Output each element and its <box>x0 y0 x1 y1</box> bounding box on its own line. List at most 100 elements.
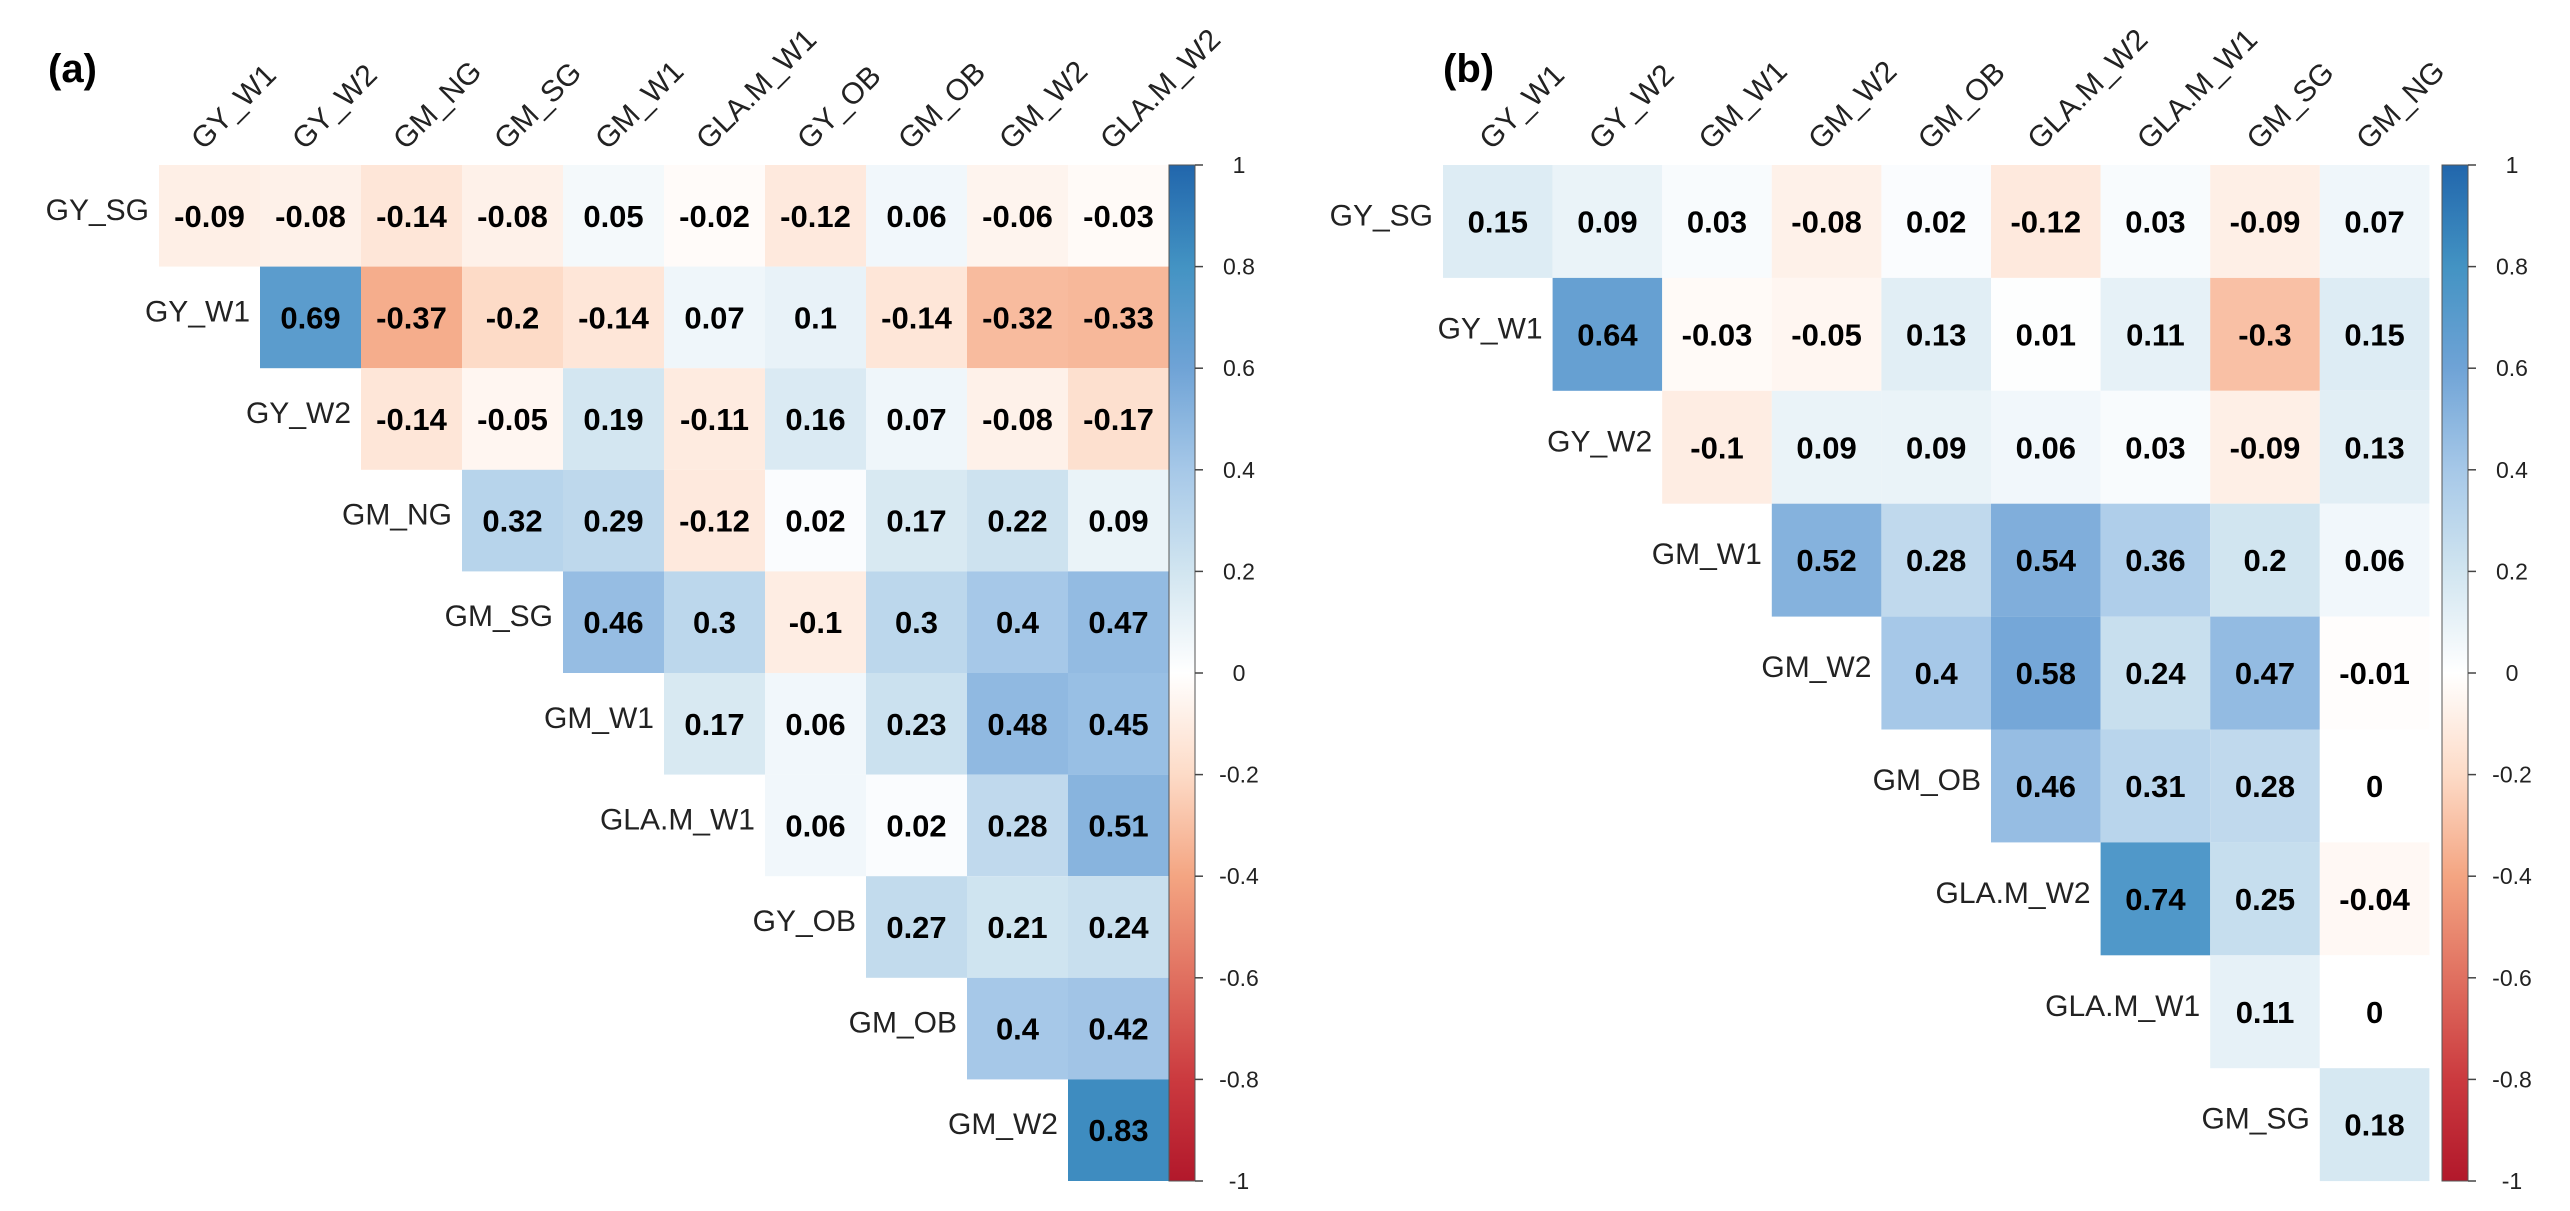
panel-b-column-labels: GY_W1 GY_W2 GM_W1 GM_W2 GM_OB GLA.M_W2GLA.M_W… <box>1473 23 2451 156</box>
cell-value-label: 0.19 <box>583 402 643 437</box>
colorbar-tick-label: -1 <box>2502 1168 2522 1194</box>
cell-value-label: -0.33 <box>1083 300 1154 335</box>
heatmap-cell <box>1068 977 1169 1080</box>
cell-value-label: 0.28 <box>2235 769 2295 804</box>
row-label: GM_SG <box>2201 1103 2309 1136</box>
heatmap-cell <box>2319 1068 2430 1182</box>
heatmap-cell <box>1881 390 1991 504</box>
heatmap-cell <box>1068 876 1169 978</box>
cell-value-label: 0.47 <box>1088 605 1148 640</box>
heatmap-cell <box>1552 165 1663 278</box>
cell-value-label: 0.3 <box>895 605 938 640</box>
cell-value-label: 0.48 <box>987 707 1047 742</box>
heatmap-cell <box>866 673 967 775</box>
heatmap-cell <box>967 368 1068 470</box>
cell-value-label: 0.11 <box>2236 995 2295 1030</box>
cell-value-label: -0.09 <box>2230 430 2301 465</box>
column-label: GY_W1 <box>185 58 283 156</box>
row-label: GM_W1 <box>544 702 654 735</box>
cell-value-label: 0.15 <box>2344 317 2404 352</box>
colorbar-tick-label: -0.6 <box>2492 965 2532 991</box>
cell-value-label: 0.05 <box>583 199 643 234</box>
heatmap-cell <box>1068 1079 1169 1181</box>
row-label: GM_W2 <box>1761 651 1871 684</box>
colorbar-tick-label: 0.4 <box>1223 457 1255 483</box>
cell-value-label: -0.12 <box>2010 204 2081 239</box>
cell-value-label: -0.09 <box>174 199 245 234</box>
cell-value-label: 0.09 <box>1088 504 1148 539</box>
heatmap-cell <box>563 165 664 267</box>
cell-value-label: 0.25 <box>2235 882 2295 917</box>
column-label: GM_OB <box>1912 56 2012 156</box>
cell-value-label: 0.13 <box>2344 430 2404 465</box>
heatmap-cell <box>1771 165 1882 278</box>
cell-value-label: 0.29 <box>583 504 643 539</box>
cell-value-label: -0.17 <box>1083 402 1154 437</box>
colorbar-tick-label: -0.8 <box>2492 1066 2532 1092</box>
heatmap-cell <box>1991 729 2101 843</box>
cell-value-label: 0.64 <box>1577 317 1638 352</box>
column-label: GM_W1 <box>589 55 690 156</box>
column-label: GY_OB <box>791 60 887 156</box>
colorbar-tick-label: -0.8 <box>1219 1066 1259 1092</box>
colorbar-tick-label: 0 <box>1233 660 1246 686</box>
heatmap-cell <box>361 165 462 267</box>
column-label: GM_NG <box>387 55 488 156</box>
cell-value-label: 0.42 <box>1088 1012 1148 1047</box>
heatmap-cell <box>1881 165 1991 278</box>
cell-value-label: 0.28 <box>1906 543 1966 578</box>
heatmap-cell <box>2210 277 2320 391</box>
heatmap-cell <box>967 266 1068 369</box>
panel-a-cells: -0.09 -0.08 -0.14 -0.08 0.05 -0.02 -0.12 0.06 -0… <box>159 165 1169 1181</box>
cell-value-label: -0.2 <box>486 300 539 335</box>
heatmap-cell <box>2319 277 2430 391</box>
heatmap-cell <box>765 469 866 572</box>
row-label: GM_W2 <box>948 1108 1058 1141</box>
colorbar-tick-label: 0.2 <box>2496 558 2528 584</box>
heatmap-cell <box>664 266 765 369</box>
cell-value-label: 0.23 <box>886 707 946 742</box>
cell-value-label: 0.1 <box>794 300 837 335</box>
heatmap-cell <box>563 571 664 673</box>
colorbar-tick-label: 0.6 <box>2496 355 2528 381</box>
cell-value-label: 0.02 <box>785 504 845 539</box>
cell-value-label: 0.09 <box>1796 430 1856 465</box>
cell-value-label: 0.07 <box>684 300 744 335</box>
heatmap-cell <box>1991 390 2101 504</box>
cell-value-label: -0.03 <box>1682 317 1753 352</box>
cell-value-label: -0.37 <box>376 300 447 335</box>
heatmap-cell <box>1068 571 1169 673</box>
heatmap-cell <box>1662 165 1772 278</box>
row-label: GY_SG <box>1330 199 1433 232</box>
heatmap-cell <box>462 469 563 572</box>
cell-value-label: 0.31 <box>2125 769 2185 804</box>
cell-value-label: 0.07 <box>2344 204 2404 239</box>
column-label: GY_W2 <box>1583 58 1681 156</box>
cell-value-label: 0.15 <box>1468 204 1528 239</box>
heatmap-cell <box>1068 266 1169 369</box>
heatmap-cell <box>2210 729 2320 843</box>
cell-value-label: -0.01 <box>2339 656 2410 691</box>
cell-value-label: 0.11 <box>2126 317 2185 352</box>
heatmap-cell <box>2319 503 2430 617</box>
heatmap-cell <box>2100 503 2211 617</box>
colorbar-tick-label: 0 <box>2506 660 2519 686</box>
colorbar-tick-label: -0.4 <box>1219 863 1259 889</box>
panel-a: (a) -0.09 -0.08 -0.14 -0.08 0.05 -0.02 -0.12 0.… <box>46 23 1259 1194</box>
panel-a-colorbar: 1 0.8 0.6 0.4 0.2 0 -0.2 -0.4 -0.6 -0.8 -1 <box>1168 152 1259 1194</box>
heatmap-cell <box>159 165 260 267</box>
heatmap-cell <box>2100 165 2211 278</box>
row-label: GLA.M_W2 <box>1936 877 2091 910</box>
cell-value-label: 0.47 <box>2235 656 2295 691</box>
heatmap-cell <box>967 165 1068 267</box>
heatmap-cell <box>664 368 765 470</box>
heatmap-cell <box>2100 729 2211 843</box>
cell-value-label: 0.32 <box>482 504 542 539</box>
heatmap-cell <box>2319 955 2430 1069</box>
cell-value-label: 0.03 <box>2125 430 2185 465</box>
cell-value-label: -0.08 <box>477 199 548 234</box>
row-label: GY_SG <box>46 194 149 227</box>
cell-value-label: 0.06 <box>886 199 946 234</box>
panel-b-label: (b) <box>1443 47 1494 91</box>
